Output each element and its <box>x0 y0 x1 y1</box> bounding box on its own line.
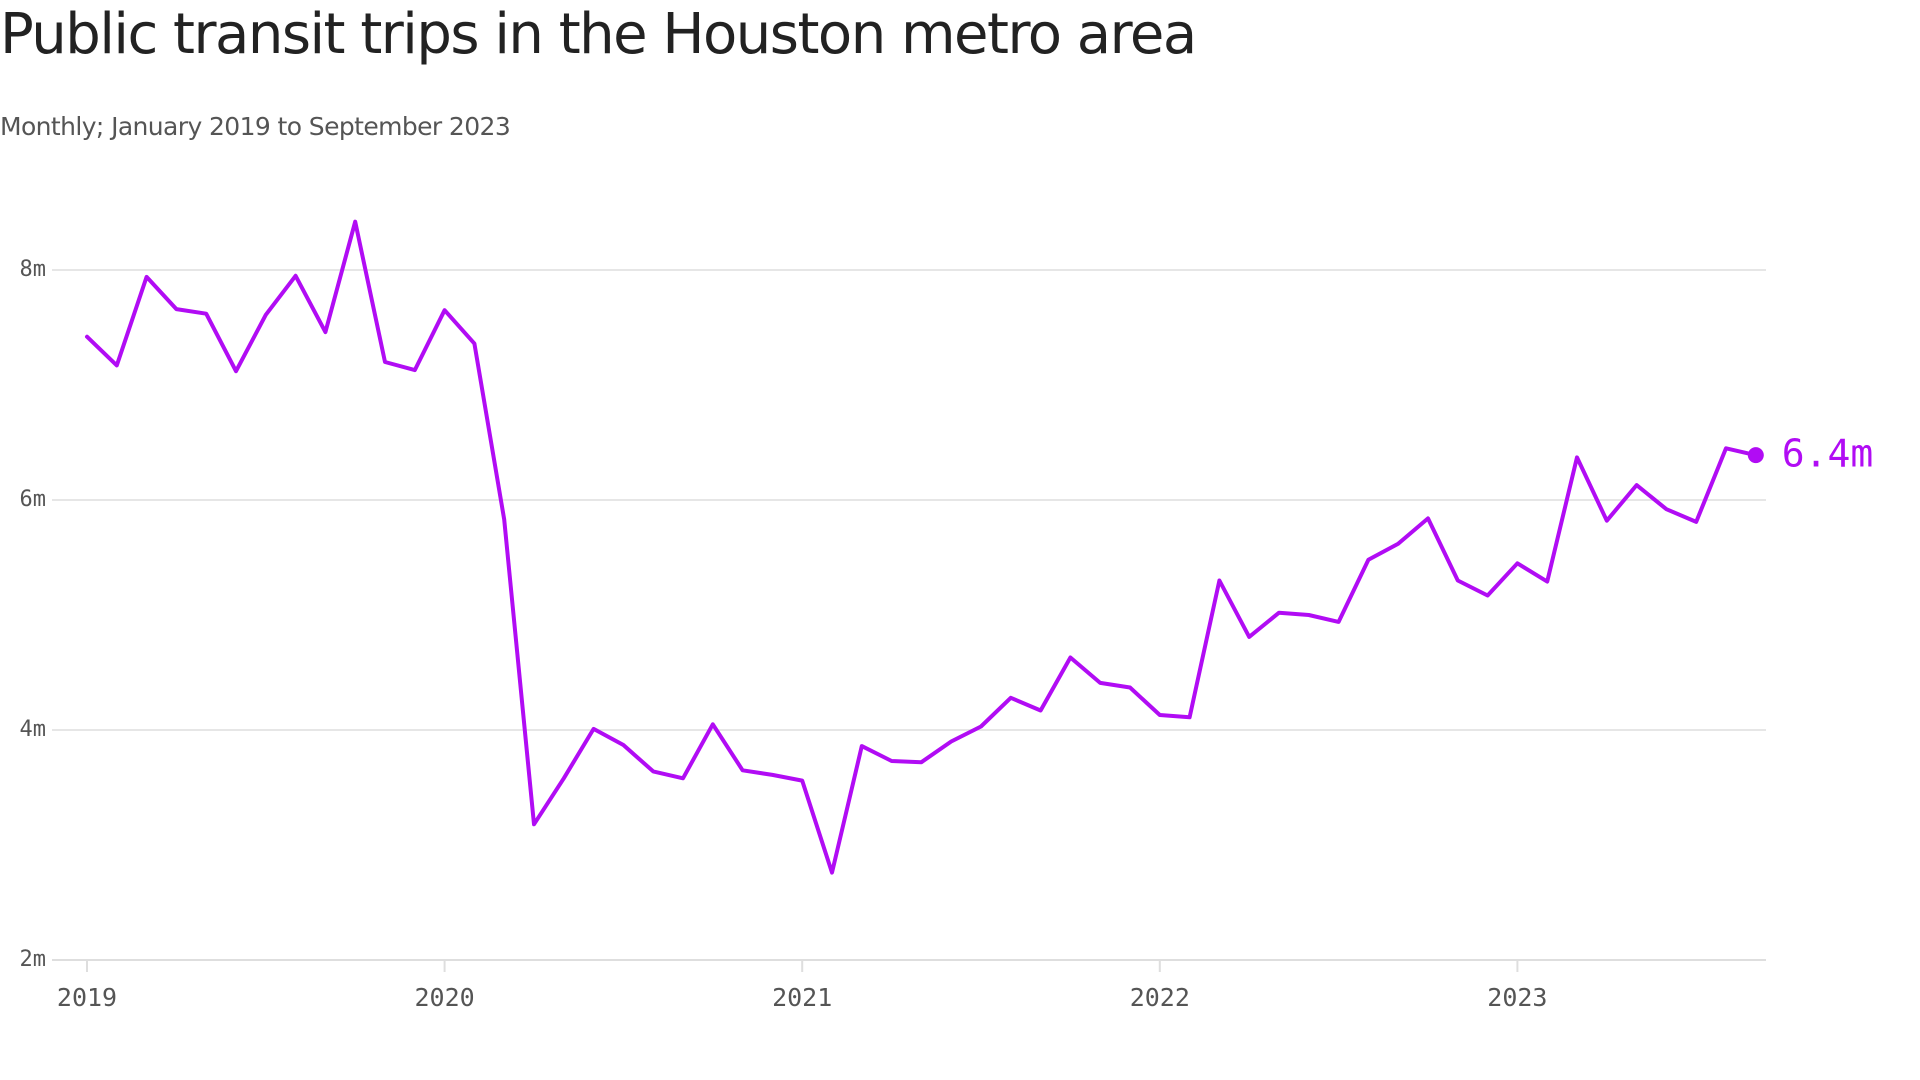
data-point <box>1724 446 1728 450</box>
data-point <box>800 779 804 783</box>
data-point <box>1098 681 1102 685</box>
data-point <box>1158 713 1162 717</box>
data-point <box>1426 516 1430 520</box>
data-point <box>1456 579 1460 583</box>
y-tick-label-4m: 4m <box>20 717 47 742</box>
chart-title: Public transit trips in the Houston metr… <box>0 2 1197 67</box>
data-point <box>532 822 536 826</box>
data-point <box>651 769 655 773</box>
data-point <box>323 330 327 334</box>
data-point <box>919 760 923 764</box>
data-point <box>1664 507 1668 511</box>
data-point <box>1039 708 1043 712</box>
chart-subtitle: Monthly; January 2019 to September 2023 <box>0 112 511 141</box>
data-point <box>1068 656 1072 660</box>
data-point <box>1217 579 1221 583</box>
data-point <box>1247 635 1251 639</box>
data-point <box>1575 455 1579 459</box>
data-point <box>1486 593 1490 597</box>
data-point <box>562 776 566 780</box>
data-point <box>472 342 476 346</box>
data-point <box>1396 542 1400 546</box>
data-point <box>294 274 298 278</box>
end-point-marker <box>1747 447 1764 464</box>
x-tick-label-2023: 2023 <box>1487 983 1547 1012</box>
data-point <box>85 335 89 339</box>
data-point <box>204 312 208 316</box>
data-point <box>860 744 864 748</box>
data-point <box>234 369 238 373</box>
y-tick-label-2m: 2m <box>20 947 47 972</box>
data-point <box>115 363 119 367</box>
data-point <box>353 220 357 224</box>
data-point <box>830 871 834 875</box>
data-point <box>1515 561 1519 565</box>
data-point <box>264 313 268 317</box>
data-point <box>145 275 149 279</box>
data-point <box>1188 715 1192 719</box>
data-point <box>1545 580 1549 584</box>
x-tick-label-2020: 2020 <box>414 983 474 1012</box>
y-tick-label-8m: 8m <box>20 257 47 282</box>
data-point <box>1128 685 1132 689</box>
data-point <box>890 759 894 763</box>
data-point <box>1009 696 1013 700</box>
data-point <box>592 727 596 731</box>
end-value-label: 6.4m <box>1782 432 1874 476</box>
x-tick-label-2019: 2019 <box>57 983 117 1012</box>
data-point <box>1337 620 1341 624</box>
data-point <box>413 368 417 372</box>
data-point <box>621 743 625 747</box>
series-line <box>85 219 1758 875</box>
y-tick-label-6m: 6m <box>20 487 47 512</box>
data-point <box>1694 520 1698 524</box>
data-point <box>949 740 953 744</box>
x-tick-label-2022: 2022 <box>1130 983 1190 1012</box>
data-point <box>1605 519 1609 523</box>
data-point <box>174 307 178 311</box>
data-point <box>1277 611 1281 615</box>
data-point <box>443 308 447 312</box>
data-point <box>711 722 715 726</box>
data-point <box>1307 613 1311 617</box>
data-point <box>770 773 774 777</box>
x-tick-label-2021: 2021 <box>772 983 832 1012</box>
data-point <box>979 725 983 729</box>
data-point <box>681 776 685 780</box>
data-point <box>1635 483 1639 487</box>
data-point <box>741 768 745 772</box>
data-point <box>383 360 387 364</box>
data-point <box>1366 558 1370 562</box>
data-point <box>502 518 506 522</box>
